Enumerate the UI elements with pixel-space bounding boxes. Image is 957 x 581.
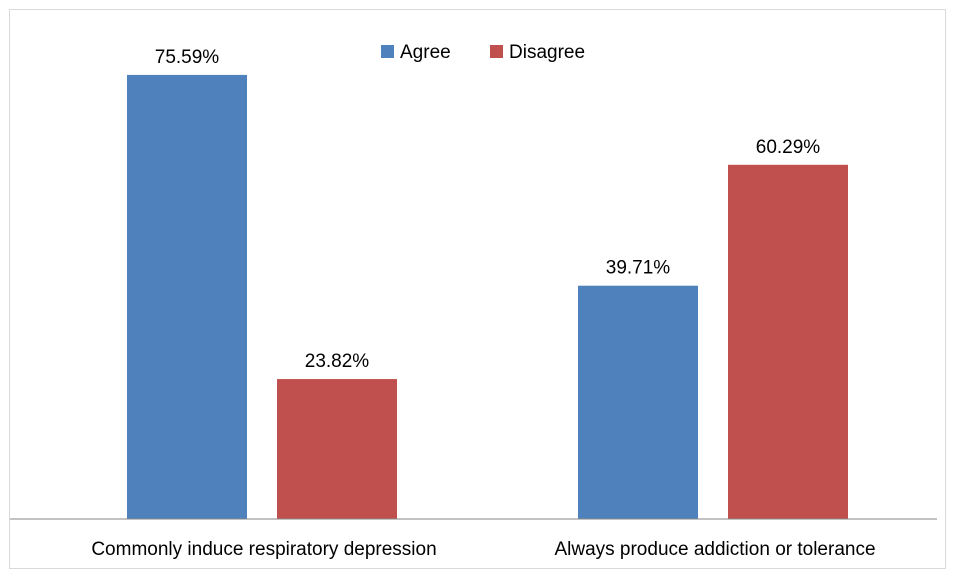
bar-labels-group: 75.59% 23.82% 39.71% 60.29% [155, 47, 821, 372]
legend-swatch-agree [381, 45, 394, 58]
legend-label-agree: Agree [400, 42, 451, 63]
data-label-disagree-1: 60.29% [756, 137, 821, 158]
data-label-disagree-0: 23.82% [305, 351, 370, 372]
legend: Agree Disagree [381, 42, 585, 63]
data-label-agree-1: 39.71% [606, 258, 671, 279]
bars-group [127, 74, 848, 519]
legend-label-disagree: Disagree [509, 42, 585, 63]
bar-disagree-1 [728, 164, 848, 519]
x-tick-label-0: Commonly induce respiratory depression [91, 539, 436, 560]
bar-disagree-0 [277, 379, 397, 519]
x-tick-label-1: Always produce addiction or tolerance [554, 539, 875, 560]
bar-agree-0 [127, 74, 247, 519]
x-tick-labels-group: Commonly induce respiratory depression Al… [91, 539, 875, 560]
data-label-agree-0: 75.59% [155, 47, 220, 68]
bar-agree-1 [578, 285, 698, 519]
legend-swatch-disagree [490, 45, 503, 58]
